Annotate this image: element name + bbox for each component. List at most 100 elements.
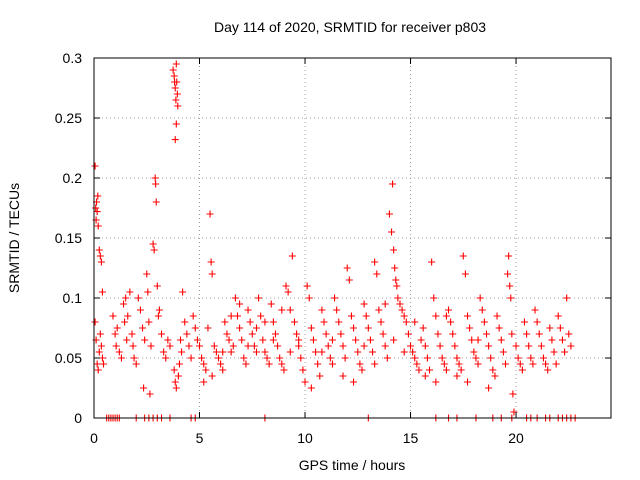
data-point <box>482 330 490 338</box>
data-point <box>324 342 332 350</box>
data-point <box>501 360 509 368</box>
data-point <box>97 342 105 350</box>
data-point <box>480 318 488 326</box>
data-point <box>221 318 229 326</box>
data-point <box>394 294 402 302</box>
data-point <box>328 336 336 344</box>
data-point <box>518 366 526 374</box>
data-point <box>358 366 366 374</box>
data-point <box>280 366 288 374</box>
data-point <box>288 252 296 260</box>
data-point <box>497 336 505 344</box>
data-point <box>286 348 294 356</box>
data-point <box>259 336 267 344</box>
data-point <box>339 342 347 350</box>
data-point <box>535 330 543 338</box>
data-point <box>158 330 166 338</box>
data-point <box>248 330 256 338</box>
data-point <box>539 354 547 362</box>
data-point <box>453 372 461 380</box>
data-point <box>455 360 463 368</box>
data-point <box>383 354 391 362</box>
data-point <box>130 354 138 362</box>
data-point <box>314 360 322 368</box>
data-point <box>215 354 223 362</box>
data-point <box>449 330 457 338</box>
data-point <box>312 348 320 356</box>
data-point <box>451 342 459 350</box>
data-point <box>499 348 507 356</box>
data-point <box>413 360 421 368</box>
data-point <box>421 372 429 380</box>
data-point <box>293 330 301 338</box>
data-point <box>546 324 554 332</box>
data-point <box>316 372 324 380</box>
data-point <box>284 288 292 296</box>
data-point <box>252 348 260 356</box>
data-point <box>172 96 180 104</box>
data-point <box>478 306 486 314</box>
data-point <box>261 348 269 356</box>
data-point <box>121 318 129 326</box>
data-point <box>527 354 535 362</box>
data-point <box>91 318 99 326</box>
data-point <box>250 342 258 350</box>
data-point <box>407 342 415 350</box>
data-point <box>140 384 148 392</box>
data-point <box>343 264 351 272</box>
data-point <box>113 324 121 332</box>
data-point <box>411 318 419 326</box>
data-point <box>170 366 178 374</box>
data-point <box>202 366 210 374</box>
data-point <box>261 318 269 326</box>
data-point <box>320 318 328 326</box>
data-point <box>423 354 431 362</box>
data-point <box>152 198 160 206</box>
data-point <box>442 312 450 320</box>
data-point <box>151 174 159 182</box>
data-point <box>144 288 152 296</box>
data-point <box>236 300 244 308</box>
x-tick-label: 20 <box>508 430 524 446</box>
data-point <box>400 348 408 356</box>
data-point <box>263 354 271 362</box>
data-point <box>404 330 412 338</box>
data-point <box>150 246 158 254</box>
data-point <box>474 336 482 344</box>
y-tick-labels: 0 0.05 0.1 0.15 0.2 0.25 0.3 <box>55 50 82 426</box>
data-point <box>267 300 275 308</box>
data-point <box>393 282 401 290</box>
data-point <box>98 354 106 362</box>
data-point <box>136 306 144 314</box>
data-point <box>177 336 185 344</box>
data-point <box>187 354 195 362</box>
data-point <box>375 306 383 314</box>
data-point <box>506 282 514 290</box>
data-point <box>554 312 562 320</box>
data-point <box>179 288 187 296</box>
data-point <box>153 282 161 290</box>
data-point <box>567 342 575 350</box>
y-tick-label: 0.3 <box>63 50 83 66</box>
data-point <box>556 324 564 332</box>
data-point <box>191 324 199 332</box>
data-point <box>139 324 147 332</box>
data-point <box>252 324 260 332</box>
data-point <box>212 348 220 356</box>
data-point <box>134 294 142 302</box>
data-point <box>453 354 461 362</box>
data-point <box>128 330 136 338</box>
data-point <box>504 270 512 278</box>
data-point <box>175 360 183 368</box>
x-tick-label: 10 <box>297 430 313 446</box>
data-point <box>472 354 480 362</box>
axis-ticks <box>93 57 611 419</box>
data-point <box>94 222 102 230</box>
data-point <box>529 360 537 368</box>
data-point <box>520 318 528 326</box>
data-point <box>257 312 265 320</box>
data-point <box>309 336 317 344</box>
data-point <box>362 312 370 320</box>
data-point <box>542 360 550 368</box>
